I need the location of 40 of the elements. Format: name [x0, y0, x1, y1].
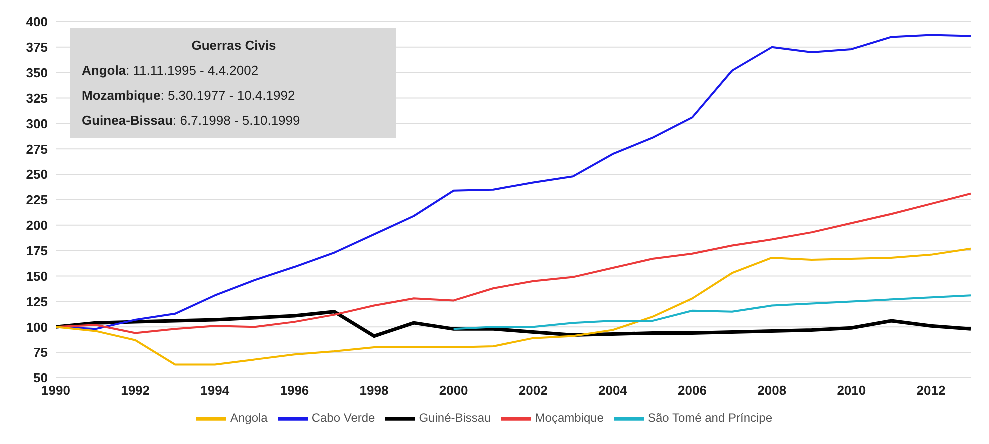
y-tick-label: 275 [26, 142, 48, 157]
line-series [452, 294, 971, 330]
x-tick-label: 2008 [758, 383, 787, 398]
x-tick-label: 1994 [200, 383, 230, 398]
y-tick-label: 100 [26, 320, 48, 335]
y-tick-label: 125 [26, 294, 48, 310]
annotation: Mozambique: 5.30.1977 - 10.4.1992 [82, 88, 296, 103]
x-tick-label: 1998 [360, 383, 389, 398]
line-series [56, 192, 971, 334]
y-tick-label: 150 [26, 268, 48, 284]
x-tick-label: 1992 [121, 383, 150, 398]
y-tick-label: 325 [26, 90, 48, 106]
x-tick-label: 2006 [678, 383, 707, 398]
x-tick-label: 2010 [837, 383, 866, 398]
x-tick-label: 1996 [280, 383, 310, 398]
y-tick-label: 250 [26, 167, 48, 182]
x-tick-label: 2000 [439, 383, 468, 398]
legend-label: Angola [230, 411, 268, 426]
legend-label: Moçambique [535, 411, 604, 426]
y-tick-label: 75 [34, 345, 48, 360]
legend-label: Guiné-Bissau [419, 411, 492, 426]
y-tick-label: 200 [26, 218, 48, 234]
x-tick-label: 2004 [598, 383, 628, 398]
annotation: Guinea-Bissau: 6.7.1998 - 5.10.1999 [82, 113, 302, 128]
legend-label: Cabo Verde [312, 411, 376, 426]
annotation: Guerras Civis [190, 38, 278, 53]
y-tick-label: 300 [26, 116, 48, 132]
line-series [56, 310, 971, 338]
y-tick-label: 375 [26, 40, 48, 56]
y-tick-label: 50 [34, 370, 48, 386]
legend-label: São Tomé and Príncipe [648, 411, 773, 426]
y-tick-label: 350 [26, 65, 48, 80]
x-tick-label: 2002 [518, 383, 548, 398]
annotation: Angola: 11.11.1995 - 4.4.2002 [82, 63, 260, 78]
y-tick-label: 400 [26, 14, 48, 30]
line-series [56, 248, 971, 366]
y-tick-label: 225 [26, 192, 48, 208]
x-tick-label: 1990 [42, 383, 70, 398]
y-tick-label: 175 [26, 243, 48, 258]
x-tick-label: 2012 [916, 383, 946, 398]
